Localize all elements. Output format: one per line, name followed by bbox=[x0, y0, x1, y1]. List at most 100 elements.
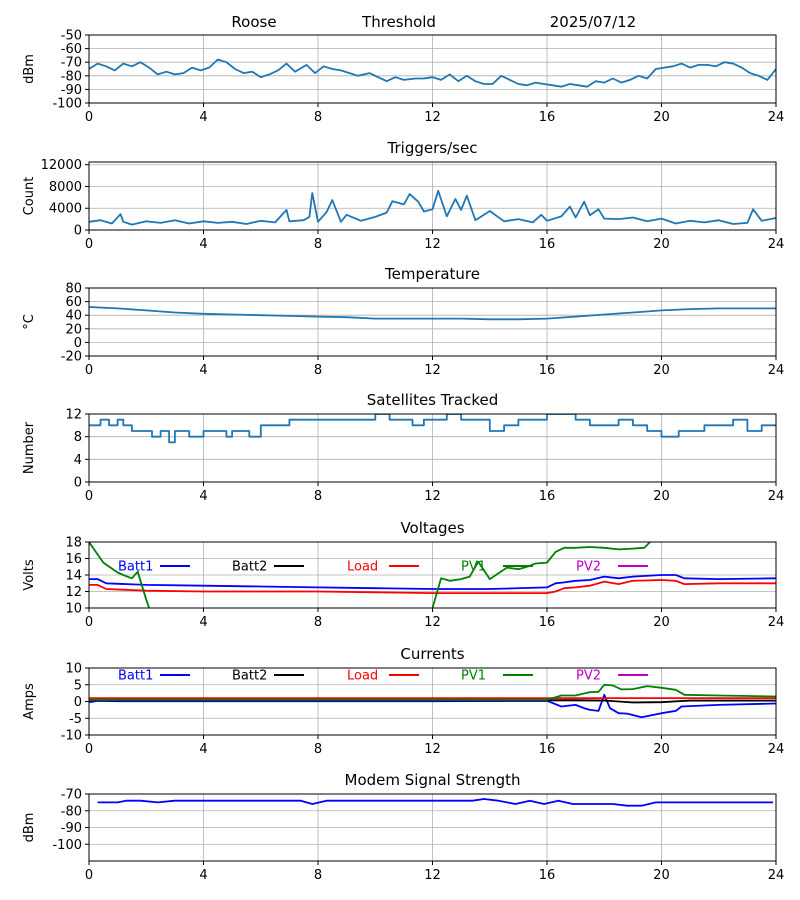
y-tick-label: 16 bbox=[65, 552, 82, 567]
x-tick-label: 4 bbox=[199, 868, 207, 883]
chart-title: Triggers/sec bbox=[387, 139, 478, 157]
legend-label-pv1: PV1 bbox=[461, 669, 486, 684]
panel-3: 0 4 8 12 16 20 24 0 4 8 12 Satellites Tracked Number bbox=[22, 391, 784, 504]
x-tick-label: 24 bbox=[768, 868, 785, 883]
y-tick-label: 12 bbox=[65, 585, 82, 600]
x-tick-label: 0 bbox=[85, 742, 93, 757]
x-tick-label: 0 bbox=[85, 868, 93, 883]
series-line-main bbox=[89, 414, 776, 444]
x-tick-label: 12 bbox=[424, 742, 441, 757]
legend-label-batt2: Batt2 bbox=[232, 560, 267, 575]
y-tick-label: -10 bbox=[61, 729, 82, 744]
y-tick-label: 10 bbox=[65, 662, 82, 677]
x-tick-label: 24 bbox=[768, 110, 785, 125]
y-tick-label: 4 bbox=[74, 453, 82, 468]
y-axis-label: Volts bbox=[22, 559, 37, 591]
x-tick-label: 24 bbox=[768, 742, 785, 757]
x-tick-label: 4 bbox=[199, 110, 207, 125]
x-tick-label: 8 bbox=[314, 489, 322, 504]
y-tick-label: -100 bbox=[52, 97, 82, 112]
y-axis-label: Count bbox=[22, 177, 37, 216]
x-tick-label: 8 bbox=[314, 742, 322, 757]
x-tick-label: 4 bbox=[199, 742, 207, 757]
y-tick-label: -70 bbox=[61, 788, 82, 803]
chart-title: Currents bbox=[400, 645, 464, 663]
x-tick-label: 16 bbox=[539, 489, 556, 504]
x-tick-label: 8 bbox=[314, 363, 322, 378]
y-tick-label: 8 bbox=[74, 430, 82, 445]
y-tick-label: 18 bbox=[65, 536, 82, 551]
x-tick-label: 4 bbox=[199, 489, 207, 504]
y-tick-label: -80 bbox=[61, 69, 82, 84]
y-tick-label: 80 bbox=[65, 282, 82, 297]
x-tick-label: 20 bbox=[653, 110, 670, 125]
chart-title: Modem Signal Strength bbox=[345, 771, 521, 789]
x-tick-label: 16 bbox=[539, 110, 556, 125]
x-tick-label: 0 bbox=[85, 237, 93, 252]
x-tick-label: 12 bbox=[424, 868, 441, 883]
chart-title: Voltages bbox=[400, 519, 464, 537]
x-tick-label: 16 bbox=[539, 237, 556, 252]
y-tick-label: -70 bbox=[61, 56, 82, 71]
header-station: Roose bbox=[231, 13, 276, 31]
x-tick-label: 0 bbox=[85, 110, 93, 125]
y-tick-label: 0 bbox=[74, 695, 82, 710]
x-tick-label: 12 bbox=[424, 363, 441, 378]
y-tick-label: -90 bbox=[61, 821, 82, 836]
y-tick-label: 60 bbox=[65, 295, 82, 310]
x-tick-label: 8 bbox=[314, 110, 322, 125]
y-tick-label: 4000 bbox=[49, 202, 82, 217]
y-tick-label: 10 bbox=[65, 602, 82, 617]
series-line-pv1 bbox=[89, 683, 776, 701]
y-tick-label: -100 bbox=[52, 838, 82, 853]
y-axis-label: dBm bbox=[22, 813, 37, 843]
y-tick-label: 40 bbox=[65, 309, 82, 324]
y-tick-label: 14 bbox=[65, 569, 82, 584]
legend-label-pv1: PV1 bbox=[461, 560, 486, 575]
x-tick-label: 20 bbox=[653, 742, 670, 757]
header-mode: Threshold bbox=[361, 13, 436, 31]
x-tick-label: 24 bbox=[768, 489, 785, 504]
x-tick-label: 12 bbox=[424, 110, 441, 125]
x-tick-label: 20 bbox=[653, 868, 670, 883]
legend-label-pv2: PV2 bbox=[576, 560, 601, 575]
y-axis-label: °C bbox=[22, 314, 37, 330]
x-tick-label: 0 bbox=[85, 615, 93, 630]
x-tick-label: 20 bbox=[653, 615, 670, 630]
series-line-batt2 bbox=[89, 699, 776, 704]
header-date: 2025/07/12 bbox=[550, 13, 636, 31]
x-tick-label: 16 bbox=[539, 363, 556, 378]
x-tick-label: 12 bbox=[424, 489, 441, 504]
x-tick-label: 4 bbox=[199, 363, 207, 378]
y-axis-label: Amps bbox=[22, 683, 37, 720]
x-tick-label: 16 bbox=[539, 615, 556, 630]
x-tick-label: 24 bbox=[768, 615, 785, 630]
y-tick-label: -20 bbox=[61, 350, 82, 365]
x-tick-label: 16 bbox=[539, 742, 556, 757]
y-tick-label: 8000 bbox=[49, 180, 82, 195]
x-tick-label: 24 bbox=[768, 237, 785, 252]
y-tick-label: -80 bbox=[61, 804, 82, 819]
y-tick-label: 0 bbox=[74, 336, 82, 351]
x-tick-label: 8 bbox=[314, 868, 322, 883]
x-tick-label: 20 bbox=[653, 363, 670, 378]
y-tick-label: 12 bbox=[65, 408, 82, 423]
panel-6: 0 4 8 12 16 20 24 -100 -90 -80-70 Modem Signal Str… bbox=[22, 771, 784, 883]
series-line-batt1 bbox=[89, 574, 776, 590]
legend-label-load: Load bbox=[347, 669, 378, 684]
legend-label-batt1: Batt1 bbox=[118, 560, 153, 575]
x-tick-label: 0 bbox=[85, 489, 93, 504]
legend-label-batt2: Batt2 bbox=[232, 669, 267, 684]
panel-0: 0 4 8 12 16 20 24 -100-90-80-70-60-50 dBm bbox=[22, 29, 784, 126]
chart-title: Satellites Tracked bbox=[367, 391, 498, 409]
chart-title: Temperature bbox=[384, 265, 480, 283]
x-tick-label: 16 bbox=[539, 868, 556, 883]
y-axis-label: dBm bbox=[22, 54, 37, 84]
x-tick-label: 8 bbox=[314, 615, 322, 630]
y-tick-label: -90 bbox=[61, 83, 82, 98]
legend-label-load: Load bbox=[347, 560, 378, 575]
x-tick-label: 20 bbox=[653, 489, 670, 504]
